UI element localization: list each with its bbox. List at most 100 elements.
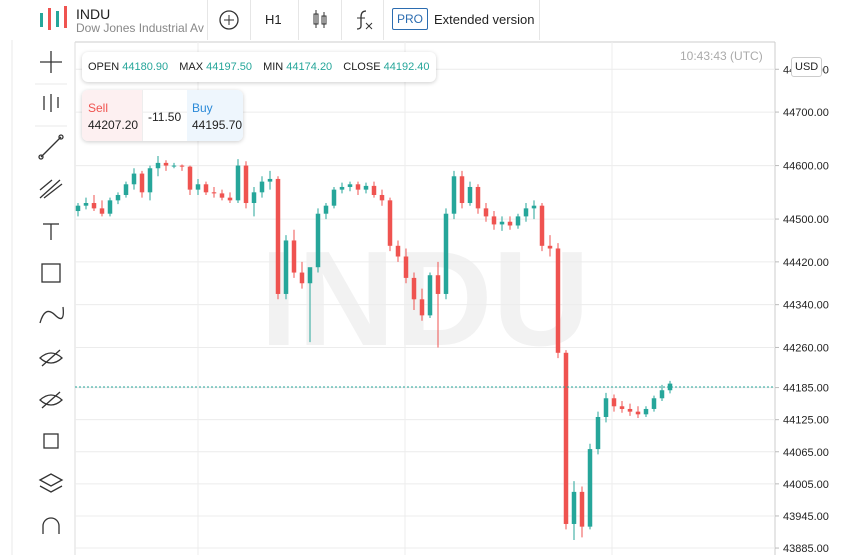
- candle-body: [179, 165, 185, 167]
- currency[interactable]: USD: [791, 57, 823, 77]
- candle-body: [459, 176, 465, 204]
- max-label: MAX: [179, 61, 204, 73]
- candle-body: [139, 173, 145, 193]
- symbol: INDU: [76, 6, 111, 22]
- line-tool[interactable]: [38, 134, 64, 160]
- candle-body: [115, 194, 121, 201]
- candle-body: [443, 213, 449, 294]
- candle-body: [275, 178, 281, 294]
- close-value: 44192.40: [383, 61, 430, 73]
- candle-body: [363, 185, 369, 190]
- y-tick-label: 44420.00: [783, 257, 829, 269]
- sell-button[interactable]: Sell 44207.20: [82, 90, 142, 141]
- hide-tool[interactable]: [39, 349, 63, 367]
- y-tick-label: 44065.00: [783, 447, 829, 459]
- indicators-button[interactable]: [352, 8, 376, 32]
- y-tick-label: 44340.00: [783, 300, 829, 312]
- open-label: OPEN: [88, 61, 120, 73]
- pro-badge[interactable]: PRO: [392, 8, 429, 30]
- candle-body: [571, 491, 577, 524]
- add-button[interactable]: [217, 8, 241, 32]
- candle-body: [659, 390, 665, 399]
- candle-body: [467, 186, 473, 204]
- candle-body: [371, 185, 377, 195]
- candle-body: [147, 168, 153, 193]
- y-tick-label: 44700.00: [783, 107, 829, 119]
- candle-body: [187, 166, 193, 190]
- max-value: 44197.50: [206, 61, 252, 73]
- candle-body: [379, 194, 385, 201]
- crosshair-tool[interactable]: [40, 51, 62, 73]
- delete-tool[interactable]: [43, 433, 59, 449]
- candle-body: [99, 208, 105, 214]
- close-label: CLOSE: [343, 61, 381, 73]
- candle-body: [427, 275, 433, 316]
- chart-type-button[interactable]: [308, 8, 332, 32]
- magnet-tool[interactable]: [42, 517, 60, 534]
- separator: [207, 0, 208, 40]
- candle-body: [539, 205, 545, 246]
- top-toolbar: INDU Dow Jones Industrial Average H1 PRO…: [0, 0, 855, 40]
- candle-body: [419, 299, 425, 316]
- fib-tool[interactable]: [39, 179, 63, 199]
- candle-body: [395, 245, 401, 257]
- candle-body: [435, 275, 441, 294]
- candle-body: [339, 186, 345, 190]
- brush-tool[interactable]: [39, 306, 64, 324]
- candle-body: [515, 216, 521, 226]
- indicator-tool[interactable]: [43, 94, 59, 112]
- candle-body: [323, 205, 329, 214]
- candle-body: [235, 165, 241, 201]
- timeframe[interactable]: H1: [265, 12, 282, 27]
- y-tick-label: 44600.00: [783, 161, 829, 173]
- y-tick-label: 43945.00: [783, 511, 829, 523]
- layers-tool[interactable]: [38, 473, 64, 493]
- text-tool[interactable]: [43, 223, 59, 240]
- candle-body: [499, 221, 505, 225]
- candle-body: [171, 165, 177, 167]
- candle-body: [619, 406, 625, 409]
- candle-body: [611, 398, 617, 407]
- candle-body: [547, 245, 553, 249]
- candle-body: [411, 277, 417, 300]
- min-label: MIN: [263, 61, 284, 73]
- buy-button[interactable]: Buy 44195.70: [187, 90, 243, 141]
- symbol-description: Dow Jones Industrial Average: [76, 21, 204, 35]
- y-tick-label: 44005.00: [783, 479, 829, 491]
- candle-body: [451, 176, 457, 214]
- clock: 10:43:43 (UTC): [680, 49, 763, 63]
- candle-body: [355, 184, 361, 190]
- hide-indicators[interactable]: [39, 391, 63, 409]
- shape-tool[interactable]: [41, 263, 61, 283]
- candle-body: [387, 200, 393, 246]
- extended-version[interactable]: Extended version: [434, 12, 535, 27]
- candle-body: [563, 352, 569, 524]
- separator: [383, 0, 384, 40]
- candle-body: [587, 449, 593, 527]
- candle-body: [603, 398, 609, 417]
- candle-body: [83, 203, 89, 206]
- spread-value: -11.50: [148, 110, 182, 124]
- candle-body: [491, 216, 497, 225]
- candle-body: [315, 213, 321, 268]
- min-value: 44174.20: [286, 61, 333, 73]
- separator: [298, 0, 299, 40]
- ohlc-panel: OPEN 44180.90 MAX 44197.50 MIN 44174.20 …: [82, 52, 436, 82]
- candle-body: [651, 398, 657, 409]
- watermark: INDU: [260, 223, 590, 374]
- buy-label: Buy: [192, 101, 213, 115]
- candle-body: [227, 197, 233, 201]
- buy-price: 44195.70: [192, 118, 243, 132]
- y-tick-label: 44260.00: [783, 342, 829, 354]
- candle-body: [523, 208, 529, 217]
- candle-body: [107, 200, 113, 214]
- left-toolbar: [11, 0, 67, 555]
- sell-price: 44207.20: [88, 118, 139, 132]
- open-value: 44180.90: [122, 61, 169, 73]
- candle-body: [219, 193, 225, 198]
- candle-body: [75, 205, 81, 212]
- candle-body: [259, 181, 265, 193]
- candle-body: [579, 491, 585, 527]
- candle-body: [403, 256, 409, 278]
